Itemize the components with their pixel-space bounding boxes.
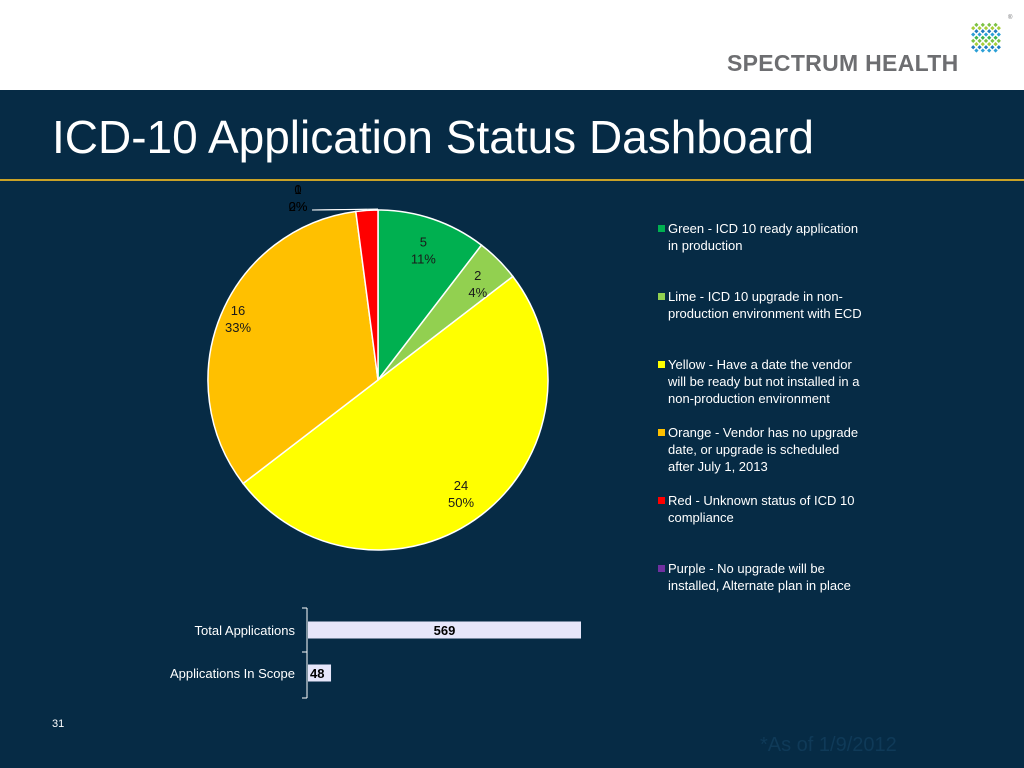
logo-dot xyxy=(993,35,998,40)
logo-dot xyxy=(980,29,985,34)
pie-value-label: 0 xyxy=(294,182,301,197)
legend-swatch xyxy=(658,361,665,368)
pie-value-label: 1 xyxy=(294,182,301,197)
logo-dot xyxy=(980,22,985,28)
page-title: ICD-10 Application Status Dashboard xyxy=(52,111,814,163)
legend-item: Orange - Vendor has no upgrade date, or … xyxy=(656,424,868,475)
logo-dot xyxy=(980,41,985,47)
legend-swatch xyxy=(658,565,665,572)
bar-category-label: Applications In Scope xyxy=(170,666,295,681)
pie-slice-4 xyxy=(354,209,379,381)
pie-value-label: 16 xyxy=(231,303,245,318)
logo-dot xyxy=(987,48,992,53)
pie-leader-line xyxy=(311,208,379,211)
logo-dot xyxy=(993,29,998,34)
title-divider xyxy=(0,179,1024,181)
bar-value-label: 48 xyxy=(310,666,324,681)
logo-dot xyxy=(990,25,995,31)
legend-swatch xyxy=(658,293,665,300)
pie-percent-label: 4% xyxy=(468,285,487,300)
legend-item: Green - ICD 10 ready application in prod… xyxy=(656,220,868,254)
legend-label: Green - ICD 10 ready application in prod… xyxy=(668,221,859,253)
legend-item: Lime - ICD 10 upgrade in non-production … xyxy=(656,288,868,322)
page-number: 31 xyxy=(52,718,65,730)
legend-label: Lime - ICD 10 upgrade in non-production … xyxy=(668,289,862,321)
bar xyxy=(308,664,332,682)
logo-dot xyxy=(977,25,982,31)
logo-dot xyxy=(977,45,982,50)
logo-dot xyxy=(974,22,979,28)
bar-category-label: Total Applications xyxy=(195,623,296,638)
pie-chart: 5 11% 2 4% 24 50% 16 33% 1 2% 0 0% xyxy=(0,180,640,600)
logo-icon: ® xyxy=(971,14,1013,53)
logo-dot xyxy=(990,38,995,44)
logo-dot xyxy=(996,45,1001,50)
logo-dot xyxy=(977,32,982,37)
pie-percent-label: 50% xyxy=(448,495,474,510)
bar-value-label: 569 xyxy=(434,623,456,638)
legend-label: Orange - Vendor has no upgrade date, or … xyxy=(668,425,859,474)
logo-dot xyxy=(987,29,992,34)
registered-mark: ® xyxy=(1008,14,1013,21)
logo-dot xyxy=(974,35,979,40)
legend-swatch xyxy=(658,429,665,436)
logo-dot xyxy=(996,38,1001,44)
logo-dot xyxy=(993,48,998,53)
pie-value-label: 24 xyxy=(454,478,468,493)
pie-slice-2 xyxy=(242,275,549,551)
logo-dot xyxy=(983,25,989,31)
logo-dot xyxy=(983,38,989,44)
logo-dot xyxy=(983,32,989,37)
legend-item: Purple - No upgrade will be installed, A… xyxy=(656,560,868,594)
pie-percent-label: 33% xyxy=(225,320,251,335)
logo-text: SPECTRUM HEALTH xyxy=(727,50,959,76)
pie-slice-3 xyxy=(207,210,379,485)
logo-dot xyxy=(987,41,992,47)
footnote: *As of 1/9/2012 xyxy=(760,734,897,756)
legend-item: Yellow - Have a date the vendor will be … xyxy=(656,356,868,407)
legend-swatch xyxy=(658,225,665,232)
logo-dot xyxy=(974,41,979,47)
logo-dot xyxy=(987,35,992,40)
logo-dot xyxy=(974,29,979,34)
legend-label: Yellow - Have a date the vendor will be … xyxy=(668,357,860,406)
header-bar: SPECTRUM HEALTH ® xyxy=(0,0,1024,90)
logo-dot xyxy=(996,25,1001,31)
logo-dot xyxy=(977,38,982,44)
logo-dot xyxy=(971,45,976,50)
logo-dot xyxy=(980,48,985,53)
logo-dot xyxy=(971,25,976,31)
bar-chart: Total Applications 569 Applications In Sco… xyxy=(0,600,640,710)
legend-label: Purple - No upgrade will be installed, A… xyxy=(668,561,851,593)
logo-dot xyxy=(990,45,995,50)
logo-dot xyxy=(996,32,1001,37)
logo-dot xyxy=(990,32,995,37)
logo-dot xyxy=(983,45,989,50)
pie-value-label: 5 xyxy=(420,234,427,249)
logo-dot xyxy=(980,35,985,40)
logo-dot xyxy=(974,48,979,53)
logo-dot xyxy=(987,22,992,28)
pie-slice-0 xyxy=(377,209,483,383)
legend-swatch xyxy=(658,497,665,504)
bar xyxy=(308,621,581,639)
legend-label: Red - Unknown status of ICD 10 complianc… xyxy=(668,493,855,525)
logo-dot xyxy=(993,22,998,28)
pie-percent-label: 11% xyxy=(411,251,436,266)
pie-percent-label: 0% xyxy=(289,199,308,214)
logo-dot xyxy=(971,32,976,37)
logo-dot xyxy=(971,38,976,44)
pie-percent-label: 2% xyxy=(289,199,308,214)
logo-dot xyxy=(993,41,998,47)
pie-value-label: 2 xyxy=(474,268,481,283)
legend-item: Red - Unknown status of ICD 10 complianc… xyxy=(656,492,868,526)
